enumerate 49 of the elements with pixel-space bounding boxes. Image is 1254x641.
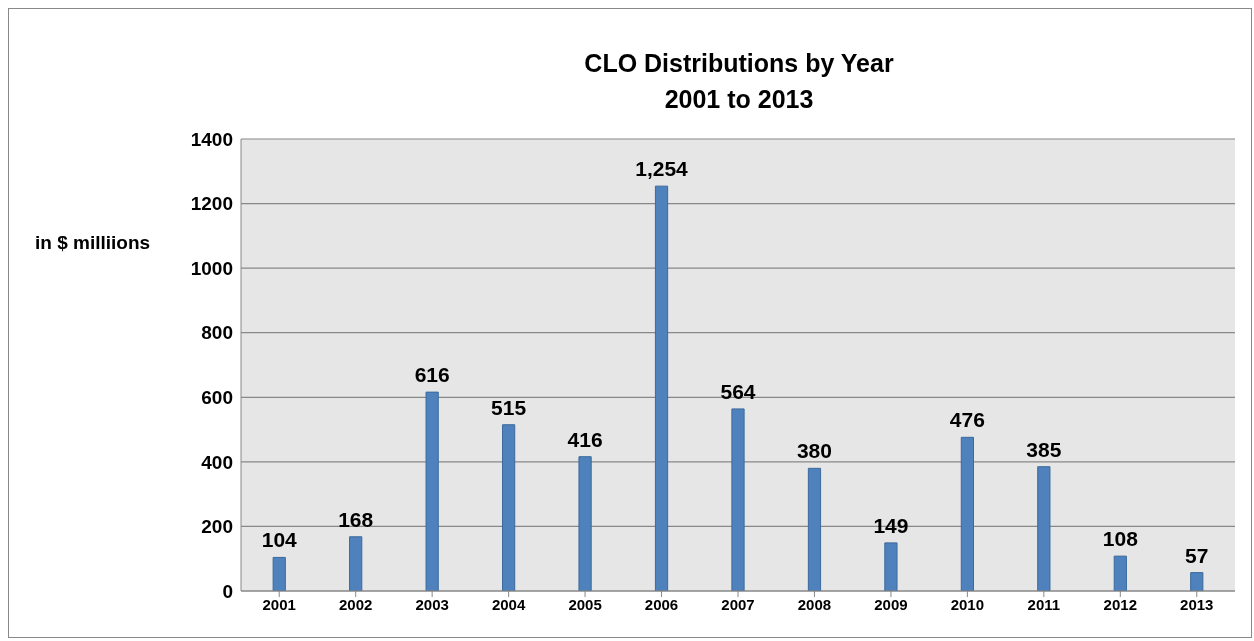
x-tick-label: 2002 (339, 595, 373, 613)
x-tick-label: 2012 (1103, 595, 1137, 613)
data-label: 616 (414, 363, 450, 387)
bar (425, 391, 439, 591)
data-label: 57 (1185, 543, 1209, 567)
bar (1190, 572, 1204, 591)
data-label: 515 (491, 395, 527, 419)
data-label: 104 (261, 528, 298, 552)
data-label: 149 (873, 513, 909, 537)
x-tick-label: 2013 (1180, 595, 1214, 613)
bar (578, 456, 592, 591)
bar (349, 536, 363, 591)
x-tick-label: 2007 (721, 595, 755, 613)
data-label: 416 (567, 427, 603, 451)
data-label: 108 (1102, 527, 1139, 551)
data-label: 1,254 (635, 157, 689, 181)
y-tick-label: 1400 (190, 128, 233, 150)
bar (1113, 555, 1127, 591)
data-label: 564 (720, 379, 756, 403)
chart-title: CLO Distributions by Year 2001 to 2013 (583, 48, 895, 115)
bar (884, 542, 898, 591)
x-tick-label: 2004 (491, 595, 526, 613)
y-tick-label: 800 (201, 322, 233, 344)
y-axis-title: in $ milliions (35, 232, 151, 254)
bar (654, 185, 669, 591)
data-label: 385 (1026, 437, 1062, 461)
data-label: 380 (796, 439, 832, 463)
bar (1037, 466, 1051, 591)
y-tick-label: 600 (201, 387, 233, 409)
x-tick-label: 2009 (874, 595, 908, 613)
data-label: 168 (338, 507, 374, 531)
x-tick-label: 2010 (950, 595, 985, 613)
y-tick-label: 1200 (190, 193, 233, 215)
bar (960, 436, 974, 591)
y-tick-label: 400 (201, 451, 233, 473)
x-tick-label: 2011 (1027, 595, 1061, 613)
bar (731, 408, 745, 591)
bar (272, 556, 286, 591)
x-tick-label: 2006 (644, 595, 679, 613)
data-label: 476 (949, 408, 985, 432)
x-tick-label: 2001 (262, 595, 296, 613)
y-tick-label: 200 (201, 516, 233, 538)
x-tick-label: 2005 (568, 595, 602, 613)
x-tick-label: 2008 (797, 595, 832, 613)
y-tick-label: 1000 (190, 257, 233, 279)
y-tick-label: 0 (222, 580, 233, 602)
bar (502, 424, 516, 591)
x-tick-label: 2003 (415, 595, 449, 613)
bar (807, 467, 822, 591)
